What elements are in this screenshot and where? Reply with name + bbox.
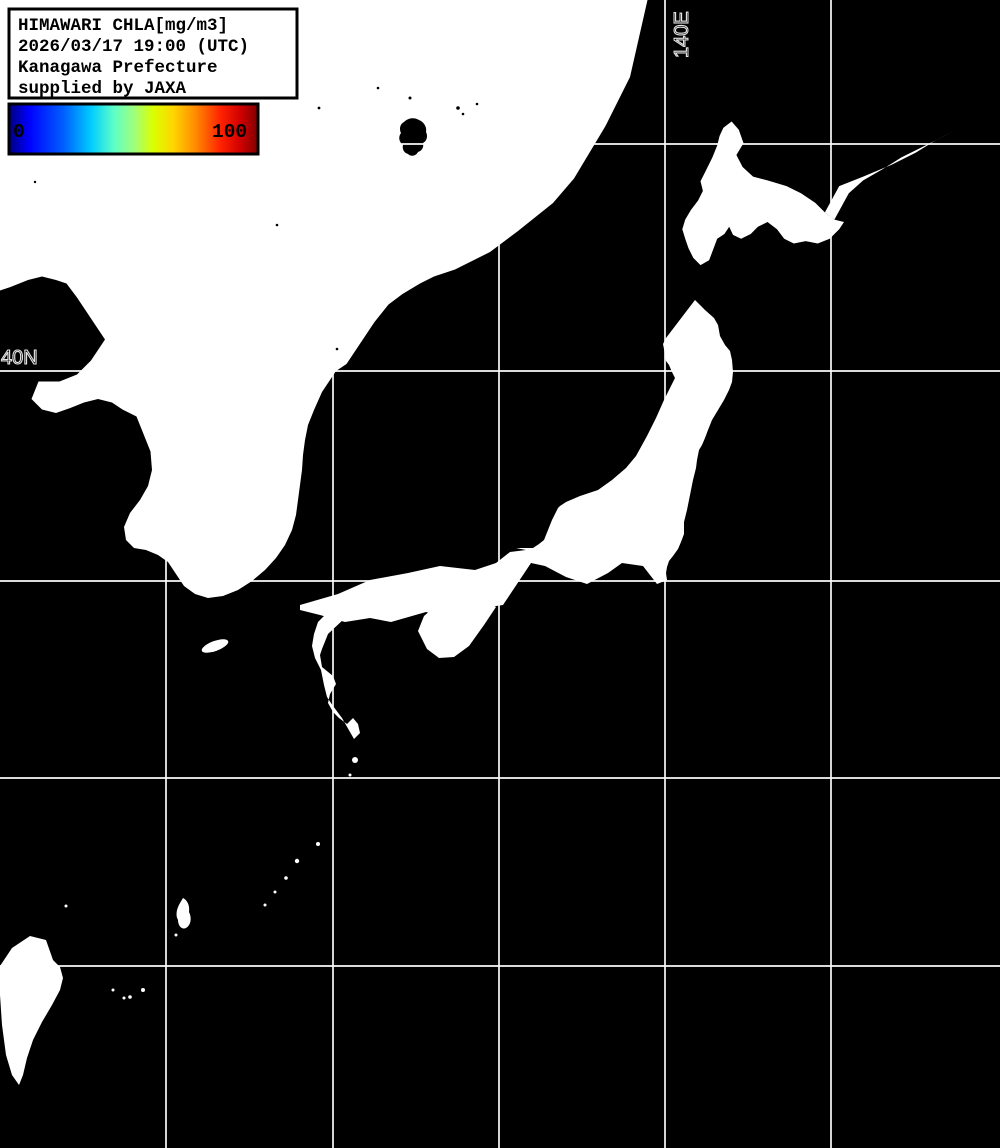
svg-text:100: 100 <box>212 121 247 143</box>
svg-text:140E: 140E <box>671 11 693 58</box>
svg-text:40N: 40N <box>1 347 38 369</box>
svg-text:supplied by JAXA: supplied by JAXA <box>18 79 187 99</box>
svg-text:Kanagawa Prefecture: Kanagawa Prefecture <box>18 58 218 78</box>
svg-text:0: 0 <box>13 121 25 143</box>
svg-text:2026/03/17 19:00 (UTC): 2026/03/17 19:00 (UTC) <box>18 37 249 57</box>
svg-text:HIMAWARI CHLA[mg/m3]: HIMAWARI CHLA[mg/m3] <box>18 16 228 36</box>
